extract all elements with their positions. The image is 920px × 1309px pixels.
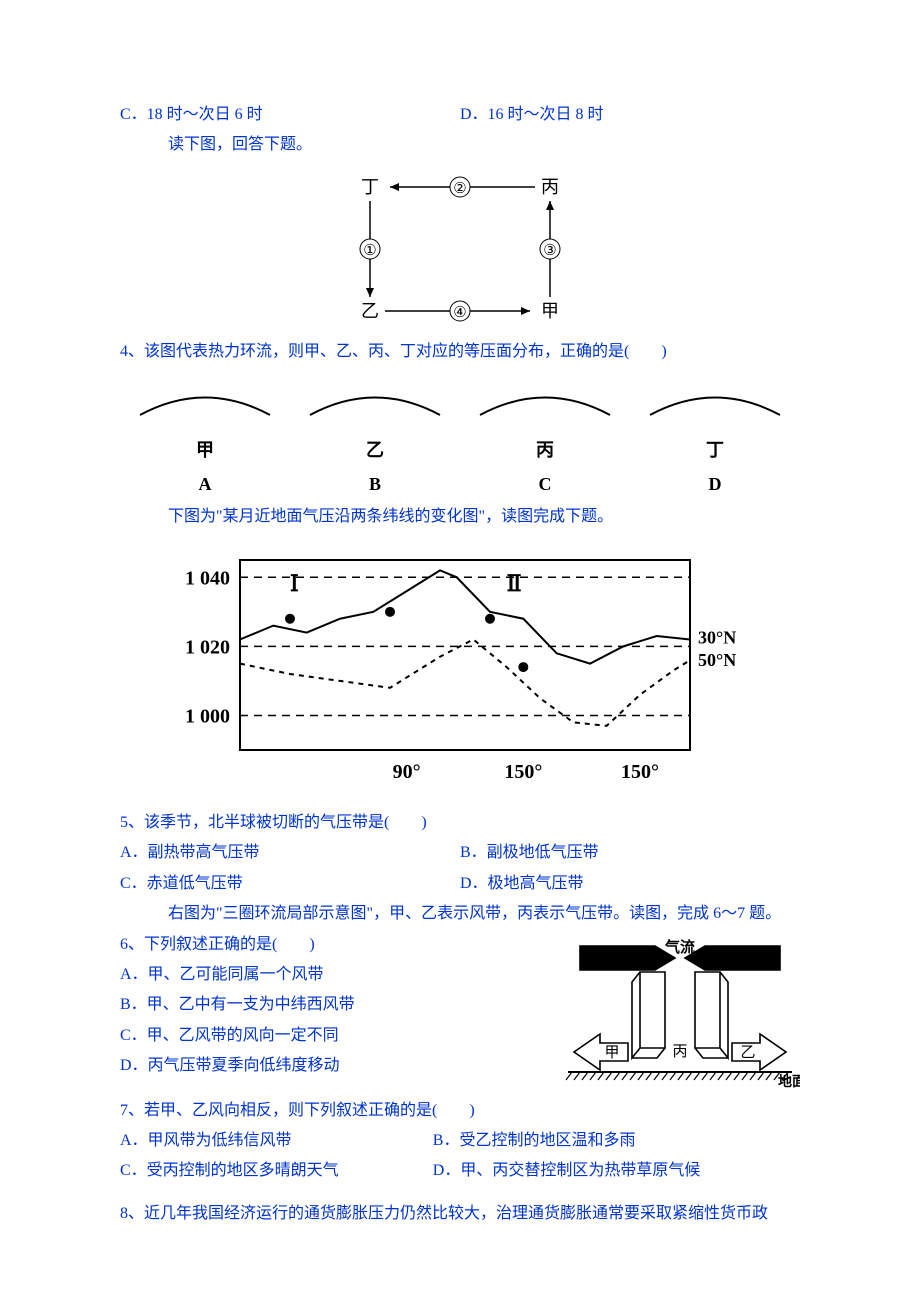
q5-c: C．赤道低气压带 — [120, 869, 460, 899]
q7-a: A．甲风带为低纬信风带 — [120, 1126, 433, 1156]
q6-b: B．甲、乙中有一支为中纬西风带 — [120, 990, 560, 1020]
q7-row2: C．受丙控制的地区多晴朗天气 D．甲、丙交替控制区为热带草原气候 — [120, 1156, 800, 1186]
q4-choice-c: 丙 C — [460, 433, 630, 501]
prompt-3: 右图为"三圈环流局部示意图"，甲、乙表示风带，丙表示气压带。读图，完成 6～7 … — [120, 899, 800, 929]
q5-row2: C．赤道低气压带 D．极地高气压带 — [120, 869, 800, 899]
q4-choice-b: 乙 B — [290, 433, 460, 501]
svg-text:90°: 90° — [393, 761, 421, 783]
q7-d: D．甲、丙交替控制区为热带草原气候 — [433, 1156, 800, 1186]
q7-row1: A．甲风带为低纬信风带 B．受乙控制的地区温和多雨 — [120, 1126, 800, 1156]
diagram-thermal-circulation: 丁 丙 乙 甲 ② ① ③ ④ — [340, 169, 580, 329]
label-bing: 丙 — [672, 1044, 687, 1060]
edge-1: ① — [363, 243, 376, 259]
node-bing: 丙 — [541, 177, 559, 197]
edge-2: ② — [453, 181, 466, 197]
q6-stem: 6、下列叙述正确的是( ) — [120, 930, 560, 960]
svg-text:1 020: 1 020 — [185, 636, 230, 658]
q4-choices: 甲 A 乙 B 丙 C 丁 D — [120, 433, 800, 501]
node-yi: 乙 — [361, 301, 379, 321]
edge-3: ③ — [543, 243, 556, 259]
q5-b: B．副极地低气压带 — [460, 838, 800, 868]
q5-stem: 5、该季节，北半球被切断的气压带是( ) — [120, 808, 800, 838]
q7-stem: 7、若甲、乙风向相反，则下列叙述正确的是( ) — [120, 1096, 800, 1126]
svg-text:150°: 150° — [504, 761, 542, 783]
edge-4: ④ — [453, 305, 466, 321]
svg-text:1 000: 1 000 — [185, 705, 230, 727]
q5-a: A．副热带高气压带 — [120, 838, 460, 868]
svg-text:Ⅱ: Ⅱ — [507, 571, 522, 596]
svg-text:30°N: 30°N — [698, 627, 736, 647]
pressure-latitude-chart: 1 000 1 020 1 040 Ⅰ Ⅱ 90° 150° 150° 30°N 50°N — [160, 540, 760, 800]
q3-option-d: D．16 时～次日 8 时 — [460, 100, 800, 130]
q4-arcs — [120, 375, 800, 425]
q4-choice-a: 甲 A — [120, 433, 290, 501]
label-ground: 地面 — [778, 1073, 800, 1088]
label-jia: 甲 — [604, 1045, 619, 1061]
label-yi: 乙 — [740, 1045, 755, 1061]
prompt-2: 下图为"某月近地面气压沿两条纬线的变化图"，读图完成下题。 — [120, 502, 800, 532]
svg-text:50°N: 50°N — [698, 650, 736, 670]
q5-row1: A．副热带高气压带 B．副极地低气压带 — [120, 838, 800, 868]
q4-stem: 4、该图代表热力环流，则甲、乙、丙、丁对应的等压面分布，正确的是( ) — [120, 337, 800, 367]
q4-choice-d: 丁 D — [630, 433, 800, 501]
q5-d: D．极地高气压带 — [460, 869, 800, 899]
q8-stem: 8、近几年我国经济运行的通货膨胀压力仍然比较大，治理通货膨胀通常要采取紧缩性货币… — [120, 1199, 800, 1229]
q6-a: A．甲、乙可能同属一个风带 — [120, 960, 560, 990]
prompt-1: 读下图，回答下题。 — [120, 130, 800, 160]
q7-b: B．受乙控制的地区温和多雨 — [433, 1126, 800, 1156]
svg-text:150°: 150° — [621, 761, 659, 783]
svg-text:Ⅰ: Ⅰ — [290, 571, 299, 596]
node-jia: 甲 — [541, 301, 559, 321]
q6-d: D．丙气压带夏季向低纬度移动 — [120, 1051, 560, 1081]
svg-text:1 040: 1 040 — [185, 567, 230, 589]
label-flow: 气流 — [664, 938, 695, 956]
diagram-circulation-3cell: 气流 甲 乙 丙 地面 — [560, 938, 800, 1088]
q3-options-row: C．18 时～次日 6 时 D．16 时～次日 8 时 — [120, 100, 800, 130]
q6-c: C．甲、乙风带的风向一定不同 — [120, 1021, 560, 1051]
q7-c: C．受丙控制的地区多晴朗天气 — [120, 1156, 433, 1186]
node-ding: 丁 — [361, 177, 379, 197]
q3-option-c: C．18 时～次日 6 时 — [120, 100, 460, 130]
